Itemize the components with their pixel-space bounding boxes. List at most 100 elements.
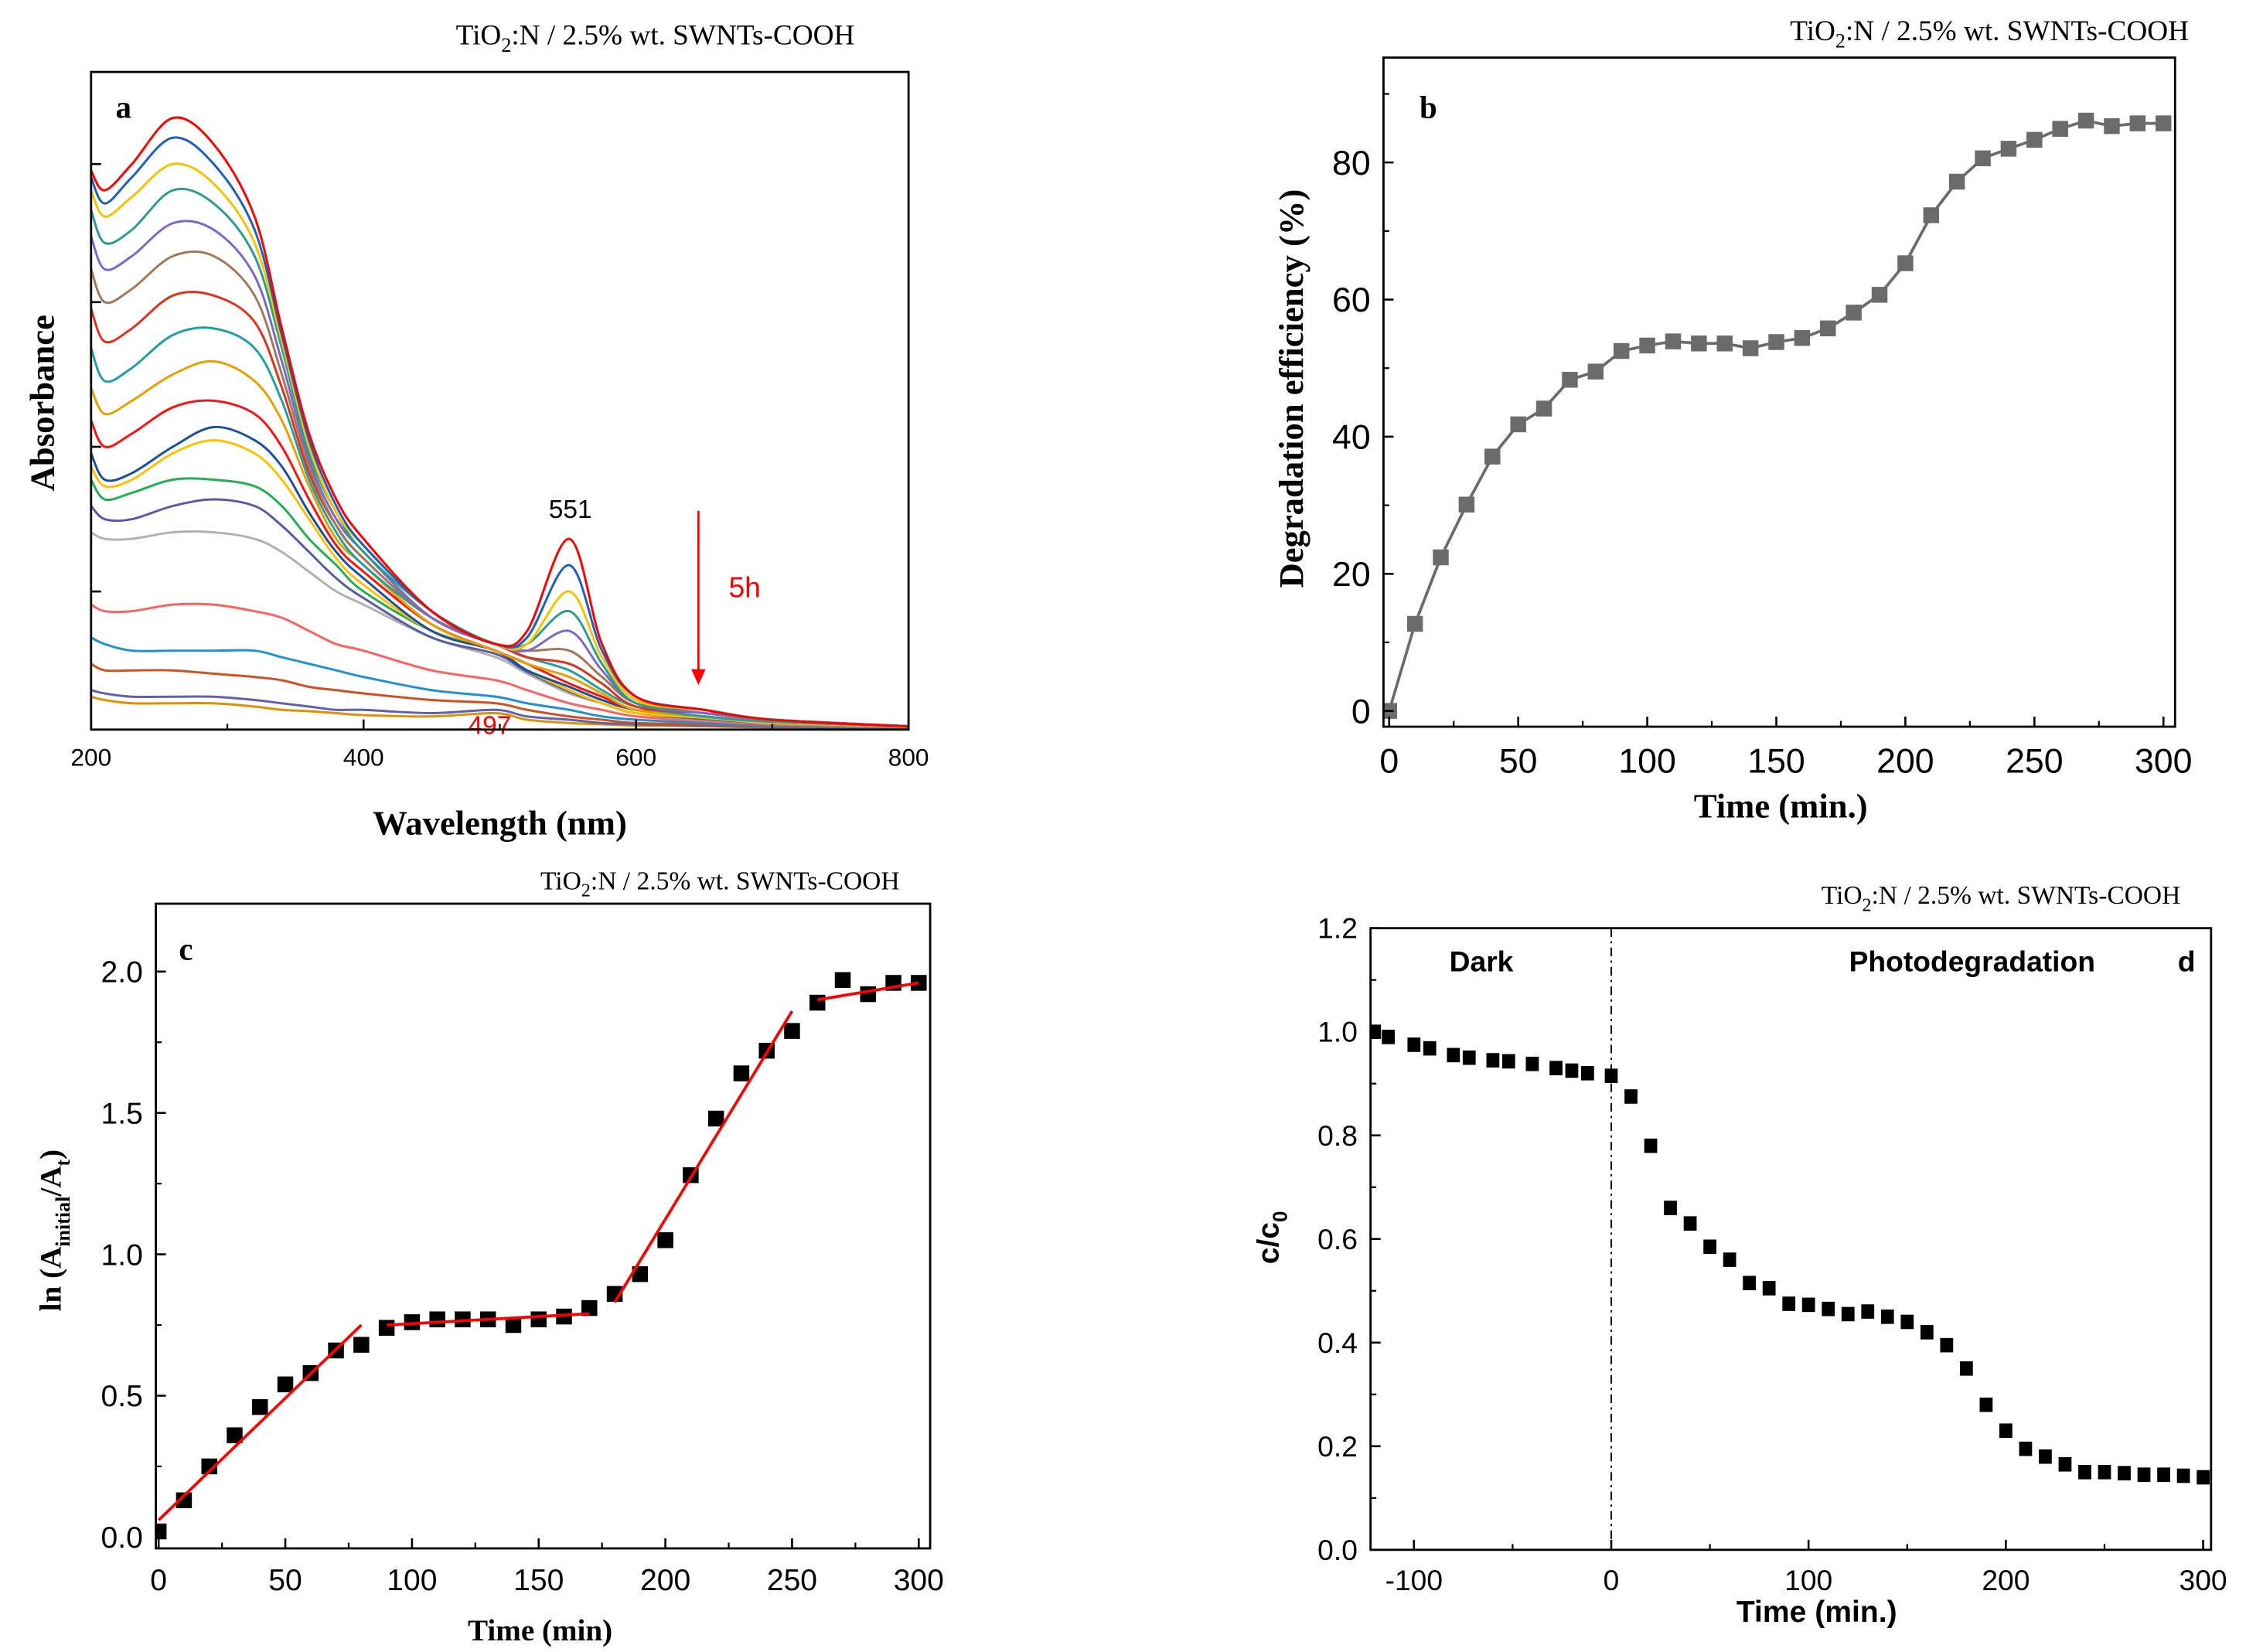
spectrum-line-12 <box>90 438 909 728</box>
y-tick-label: 1.2 <box>1317 912 1358 945</box>
peak-551-annotation: 551 <box>549 496 592 524</box>
data-point <box>860 986 877 1003</box>
x-tick-label: 200 <box>1982 1564 2030 1596</box>
data-point <box>1525 1056 1539 1071</box>
x-tick-label: 100 <box>387 1564 437 1597</box>
spectrum-line-10 <box>90 399 909 728</box>
data-point <box>1613 342 1630 359</box>
panel-d-plot-area <box>1370 928 2210 1550</box>
panel-c-ylabel: ln (Ainitial/At) <box>35 1150 74 1312</box>
data-point <box>155 1523 167 1540</box>
data-point <box>1742 340 1759 356</box>
x-tick-label: -100 <box>1385 1564 1443 1596</box>
data-point <box>2197 1470 2210 1485</box>
data-point <box>632 1265 649 1282</box>
panel-c-xlabel: Time (min) <box>468 1614 612 1647</box>
data-point <box>1549 1061 1563 1075</box>
y-tick-label: 40 <box>1332 419 1371 457</box>
data-point <box>378 1320 395 1336</box>
data-point <box>353 1337 370 1353</box>
x-tick-label: 600 <box>615 743 656 771</box>
x-tick-label: 400 <box>343 743 384 771</box>
y-tick-label: 0 <box>1351 693 1371 731</box>
data-point <box>1462 1050 1476 1065</box>
data-point <box>1565 1063 1579 1078</box>
y-tick-label: 1.0 <box>1317 1016 1358 1048</box>
panel-c-plot-area <box>155 972 927 1540</box>
data-point <box>176 1492 193 1509</box>
x-tick-label: 0 <box>1379 743 1399 781</box>
data-point <box>581 1299 598 1316</box>
spectrum-line-16 <box>90 602 909 728</box>
data-point <box>834 972 851 989</box>
data-point <box>1743 1276 1757 1291</box>
y-tick-label: 20 <box>1332 556 1371 594</box>
data-point <box>1923 207 1940 223</box>
data-point <box>1501 1054 1515 1069</box>
data-point <box>1407 1037 1421 1052</box>
data-point <box>201 1458 217 1475</box>
data-point <box>784 1023 800 1039</box>
x-tick-label: 200 <box>70 743 111 771</box>
x-tick-label: 100 <box>1618 743 1676 781</box>
efficiency-line <box>1387 119 2164 712</box>
data-point <box>1768 334 1784 350</box>
spectrum-line-4 <box>90 187 909 728</box>
x-tick-label: 300 <box>894 1564 944 1597</box>
data-point <box>1703 1239 1716 1255</box>
data-point <box>1948 173 1965 190</box>
data-point <box>1782 1296 1796 1311</box>
x-tick-label: 250 <box>2006 743 2064 781</box>
data-point <box>1940 1337 1954 1353</box>
data-point <box>2052 121 2068 137</box>
data-point <box>1861 1304 1875 1319</box>
y-tick-label: 0.0 <box>101 1521 142 1555</box>
data-point <box>2000 141 2017 157</box>
y-tick-label: 0.8 <box>1317 1119 1358 1152</box>
data-point <box>505 1316 522 1334</box>
fit-line-1 <box>157 1323 363 1521</box>
data-point <box>1587 363 1604 380</box>
data-point <box>2129 115 2146 131</box>
data-point <box>1423 1041 1437 1056</box>
photodegradation-region-label: Photodegradation <box>1849 945 2095 978</box>
panel-d-label: d <box>2178 945 2196 978</box>
data-point <box>1794 329 1811 346</box>
panel-c-title: TiO2:N / 2.5% wt. SWNTs-COOH <box>540 867 900 901</box>
data-point <box>1841 1306 1855 1322</box>
data-point <box>1665 333 1682 349</box>
data-point <box>1406 615 1423 632</box>
data-point <box>2077 112 2094 129</box>
spectrum-line-17 <box>90 636 909 729</box>
panel-c: 0 50 100 150 200 250 300 0.0 0.5 1.0 1.5 2.0 <box>101 902 944 1597</box>
x-tick-label: 0 <box>1604 1564 1620 1596</box>
data-point <box>1820 320 1836 337</box>
data-point <box>1801 1297 1815 1313</box>
y-tick-label: 0.2 <box>1317 1430 1358 1463</box>
panel-b-xlabel: Time (min.) <box>1694 786 1868 825</box>
chart-marks: 200 400 600 800 0 50 100 150 200 250 3000204060800… <box>70 56 2227 1597</box>
panel-a-ylabel: Absorbance <box>22 315 61 491</box>
time-arrow <box>691 510 706 686</box>
data-point <box>1822 1301 1835 1316</box>
data-point <box>1999 1423 2013 1439</box>
spectrum-line-8 <box>90 326 909 728</box>
x-tick-label: 200 <box>640 1564 690 1597</box>
data-point <box>1535 400 1552 417</box>
y-tick-label: 1.5 <box>101 1097 142 1130</box>
data-point <box>1604 1068 1618 1083</box>
data-point <box>1486 1053 1500 1068</box>
panel-d-frame <box>1369 927 2213 1552</box>
panel-b-frame <box>1382 56 2176 728</box>
data-point <box>1639 337 1655 354</box>
y-tick-label: 0.0 <box>1317 1534 1358 1566</box>
data-point <box>252 1398 268 1415</box>
data-point <box>1871 287 1888 303</box>
x-tick-label: 150 <box>513 1564 564 1597</box>
data-point <box>1979 1397 1993 1412</box>
data-point <box>2176 1468 2190 1483</box>
data-point <box>1644 1138 1658 1153</box>
data-point <box>2078 1465 2091 1480</box>
data-point <box>2118 1466 2131 1480</box>
data-point <box>809 994 826 1011</box>
